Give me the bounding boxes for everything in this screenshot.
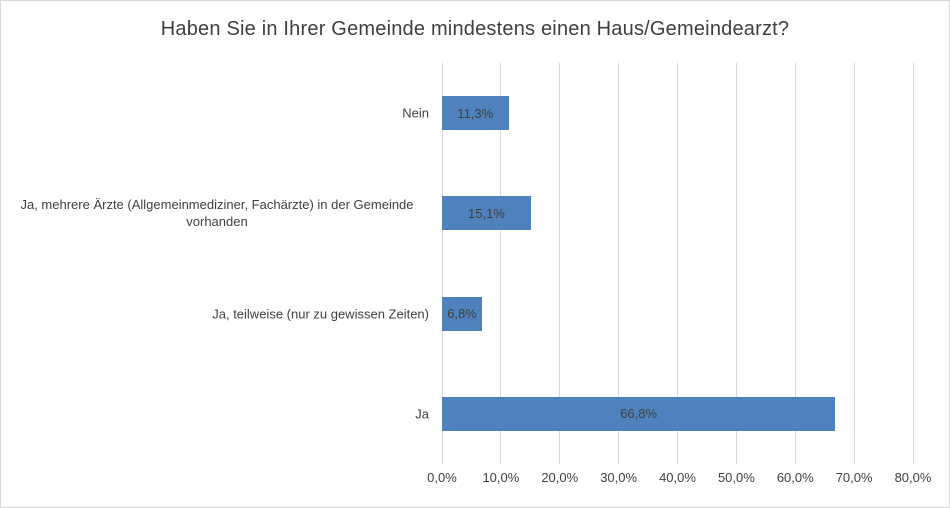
bar-value-label: 11,3% [457, 105, 494, 121]
bar-value-label: 15,1% [468, 205, 505, 221]
bar-row: 15,1% [442, 196, 913, 231]
category-axis: Nein Ja, mehrere Ärzte (Allgemeinmedizine… [1, 63, 429, 464]
bar-1: 15,1% [442, 196, 531, 231]
chart-title: Haben Sie in Ihrer Gemeinde mindestens e… [160, 18, 790, 40]
category-label: Ja, teilweise (nur zu gewissen Zeiten) [212, 306, 429, 322]
gridline [735, 63, 737, 464]
value-axis: 0,0% 10,0% 20,0% 30,0% 40,0% 50,0% 60,0% 70,0% 8… [427, 470, 931, 490]
bar-value-label: 6,8% [447, 306, 477, 322]
bar-2: 6,8% [442, 296, 483, 331]
category-label: Nein [402, 105, 429, 121]
bar-row: 11,3% [442, 96, 913, 131]
bar-0: 11,3% [442, 96, 509, 131]
gridline [794, 63, 796, 464]
x-tick-label: 40,0% [659, 470, 696, 485]
bar-row: 66,8% [442, 396, 913, 431]
gridline [500, 63, 502, 464]
gridline [677, 63, 678, 464]
x-tick-label: 30,0% [600, 470, 638, 485]
category-label: Ja, mehrere Ärzte (Allgemeinmediziner, F… [20, 197, 414, 230]
gridline [912, 63, 914, 464]
bar-3: 66,8% [442, 396, 836, 431]
gridline [559, 63, 561, 464]
gridline [441, 63, 443, 464]
x-tick-label: 10,0% [482, 470, 520, 485]
x-tick-label: 0,0% [427, 470, 457, 485]
category-label: Ja [415, 406, 429, 422]
x-tick-label: 60,0% [776, 470, 814, 485]
bar-row: 6,8% [442, 296, 913, 331]
x-tick-label: 20,0% [541, 470, 579, 485]
x-tick-label: 70,0% [835, 470, 873, 485]
x-tick-label: 50,0% [717, 470, 755, 485]
plot-area: 11,3% 15,1% 6,8% 66,8% [441, 63, 914, 464]
x-tick-label: 80,0% [894, 470, 932, 485]
gridline [618, 63, 620, 464]
gridline [853, 63, 855, 464]
bar-value-label: 66,8% [620, 406, 658, 422]
